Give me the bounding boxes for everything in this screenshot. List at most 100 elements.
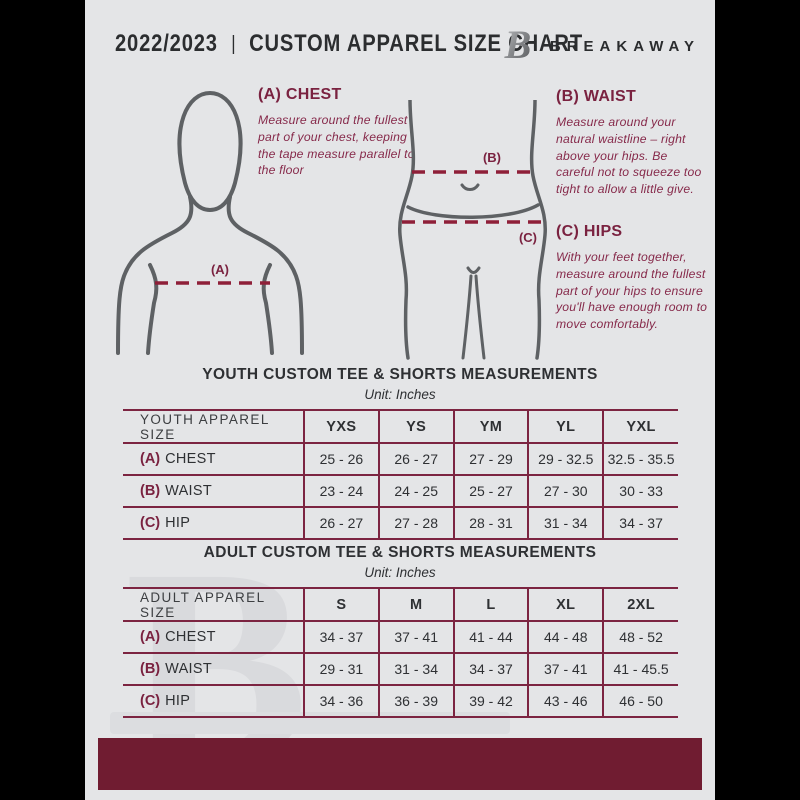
row-label: (C) HIP bbox=[123, 507, 304, 539]
upper-body-figure: (A) bbox=[116, 90, 304, 355]
figure-right-shoulder-arm bbox=[226, 195, 304, 355]
lower-body-figure: (B) (C) bbox=[398, 100, 547, 360]
figure-right-inner-leg bbox=[474, 274, 486, 360]
measurement-cell: 31 - 34 bbox=[377, 653, 454, 685]
adult-table-label-header: ADULT APPAREL SIZE bbox=[140, 589, 265, 620]
adult-measurements-section: ADULT CUSTOM TEE & SHORTS MEASUREMENTS U… bbox=[85, 544, 715, 718]
youth-unit-label: Unit: Inches bbox=[364, 387, 436, 402]
size-col-header: XL bbox=[527, 588, 604, 621]
adult-chest-row: (A) CHEST 34 - 37 37 - 41 41 - 44 44 - 48… bbox=[123, 621, 678, 653]
row-name: CHEST bbox=[165, 451, 216, 467]
measurement-cell: 44 - 48 bbox=[527, 621, 604, 653]
measurement-cell: 34 - 36 bbox=[303, 685, 379, 717]
figure-head-outline bbox=[177, 90, 243, 213]
row-label: (A) CHEST bbox=[123, 443, 304, 475]
row-key: (A) bbox=[140, 629, 161, 645]
size-col-header: S bbox=[303, 588, 379, 621]
measurement-cell: 39 - 42 bbox=[452, 685, 529, 717]
measurement-cell: 37 - 41 bbox=[527, 653, 604, 685]
measurement-cell: 25 - 27 bbox=[452, 475, 529, 507]
measurement-cell: 27 - 28 bbox=[377, 507, 454, 539]
page-header: 2022/2023 | CUSTOM APPAREL SIZE CHART B bbox=[85, 24, 715, 68]
measurement-cell: 24 - 25 bbox=[377, 475, 454, 507]
youth-measurements-section: YOUTH CUSTOM TEE & SHORTS MEASUREMENTS U… bbox=[85, 366, 715, 540]
measurement-cell: 29 - 31 bbox=[303, 653, 379, 685]
hips-guide-heading: (C) HIPS bbox=[556, 223, 623, 240]
figure-left-hip-side bbox=[398, 100, 416, 360]
measurement-cell: 25 - 26 bbox=[303, 443, 379, 475]
size-chart-page: B 2022/2023 | CUSTOM APPAREL SIZE CHART bbox=[85, 0, 715, 800]
measurement-cell: 48 - 52 bbox=[602, 621, 678, 653]
figure-right-armpit-line bbox=[261, 263, 274, 355]
size-col-header: M bbox=[377, 588, 454, 621]
waist-marker-label: (B) bbox=[483, 150, 501, 165]
youth-size-table: YOUTH APPAREL SIZE YXS YS YM YL YXL (A) C… bbox=[123, 409, 678, 540]
size-col-header: YS bbox=[377, 410, 454, 443]
measurement-cell: 43 - 46 bbox=[527, 685, 604, 717]
row-label: (C) HIP bbox=[123, 685, 304, 717]
measurement-cell: 41 - 44 bbox=[452, 621, 529, 653]
waist-guide: (B) WAIST Measure around your natural wa… bbox=[556, 88, 706, 198]
page-title: CUSTOM APPAREL SIZE CHART bbox=[249, 30, 583, 57]
measurement-cell: 27 - 30 bbox=[527, 475, 604, 507]
figure-left-shoulder-arm bbox=[116, 195, 194, 355]
figure-left-armpit-line bbox=[146, 263, 159, 355]
header-divider: | bbox=[231, 32, 236, 55]
measurement-cell: 36 - 39 bbox=[377, 685, 454, 717]
measurement-cell: 46 - 50 bbox=[602, 685, 678, 717]
season-label: 2022/2023 bbox=[115, 30, 218, 57]
size-col-header: YL bbox=[527, 410, 604, 443]
chest-guide-text: Measure around the fullest part of your … bbox=[258, 113, 415, 178]
row-label: (A) CHEST bbox=[123, 621, 304, 653]
youth-table-label-header: YOUTH APPAREL SIZE bbox=[140, 411, 270, 442]
row-key: (A) bbox=[140, 451, 161, 467]
row-name: HIP bbox=[165, 693, 191, 709]
brand-name: BREAKAWAY bbox=[549, 37, 700, 55]
size-col-header: L bbox=[452, 588, 529, 621]
adult-waist-row: (B) WAIST 29 - 31 31 - 34 34 - 37 37 - 41… bbox=[123, 653, 678, 685]
measurement-cell: 30 - 33 bbox=[602, 475, 678, 507]
logo-letter: B bbox=[504, 24, 532, 67]
measurement-cell: 27 - 29 bbox=[452, 443, 529, 475]
measurement-cell: 37 - 41 bbox=[377, 621, 454, 653]
adult-table-header-row: ADULT APPAREL SIZE S M L XL 2XL bbox=[123, 588, 678, 621]
hips-guide-text: With your feet together, measure around … bbox=[556, 250, 708, 332]
row-label: (B) WAIST bbox=[123, 475, 304, 507]
measurement-cell: 26 - 27 bbox=[377, 443, 454, 475]
size-col-header: YM bbox=[452, 410, 529, 443]
figure-right-hip-side bbox=[529, 100, 547, 360]
chest-guide: (A) CHEST Measure around the fullest par… bbox=[258, 86, 416, 179]
youth-hip-row: (C) HIP 26 - 27 27 - 28 28 - 31 31 - 34 3… bbox=[123, 507, 678, 539]
breakaway-logo-icon: B bbox=[495, 24, 532, 67]
waist-guide-text: Measure around your natural waistline – … bbox=[556, 115, 702, 197]
brand-group: B BREAKAWAY bbox=[492, 24, 700, 68]
chest-marker-label: (A) bbox=[211, 262, 229, 277]
youth-chest-row: (A) CHEST 25 - 26 26 - 27 27 - 29 29 - 32… bbox=[123, 443, 678, 475]
size-col-header: 2XL bbox=[602, 588, 678, 621]
adult-unit-label: Unit: Inches bbox=[364, 565, 436, 580]
row-label: (B) WAIST bbox=[123, 653, 304, 685]
measurement-cell: 31 - 34 bbox=[527, 507, 604, 539]
adult-hip-row: (C) HIP 34 - 36 36 - 39 39 - 42 43 - 46 4… bbox=[123, 685, 678, 717]
header-title-group: 2022/2023 | CUSTOM APPAREL SIZE CHART bbox=[115, 30, 583, 58]
figure-hip-curve bbox=[406, 203, 540, 219]
hips-guide: (C) HIPS With your feet together, measur… bbox=[556, 223, 708, 333]
adult-size-table: ADULT APPAREL SIZE S M L XL 2XL (A) CHEST… bbox=[123, 587, 678, 718]
row-key: (B) bbox=[140, 661, 161, 677]
row-key: (C) bbox=[140, 515, 161, 531]
row-name: HIP bbox=[165, 515, 191, 531]
measurement-cell: 23 - 24 bbox=[303, 475, 379, 507]
hips-marker-label: (C) bbox=[519, 230, 537, 245]
measurement-cell: 34 - 37 bbox=[452, 653, 529, 685]
measurement-cell: 29 - 32.5 bbox=[527, 443, 604, 475]
measurement-cell: 41 - 45.5 bbox=[602, 653, 678, 685]
row-name: WAIST bbox=[165, 661, 213, 677]
row-name: CHEST bbox=[165, 629, 216, 645]
footer-bar bbox=[98, 738, 702, 790]
waist-guide-heading: (B) WAIST bbox=[556, 88, 637, 105]
youth-waist-row: (B) WAIST 23 - 24 24 - 25 25 - 27 27 - 30… bbox=[123, 475, 678, 507]
chest-guide-heading: (A) CHEST bbox=[258, 86, 342, 103]
youth-section-title: YOUTH CUSTOM TEE & SHORTS MEASUREMENTS bbox=[202, 366, 598, 383]
adult-section-title: ADULT CUSTOM TEE & SHORTS MEASUREMENTS bbox=[203, 544, 597, 561]
